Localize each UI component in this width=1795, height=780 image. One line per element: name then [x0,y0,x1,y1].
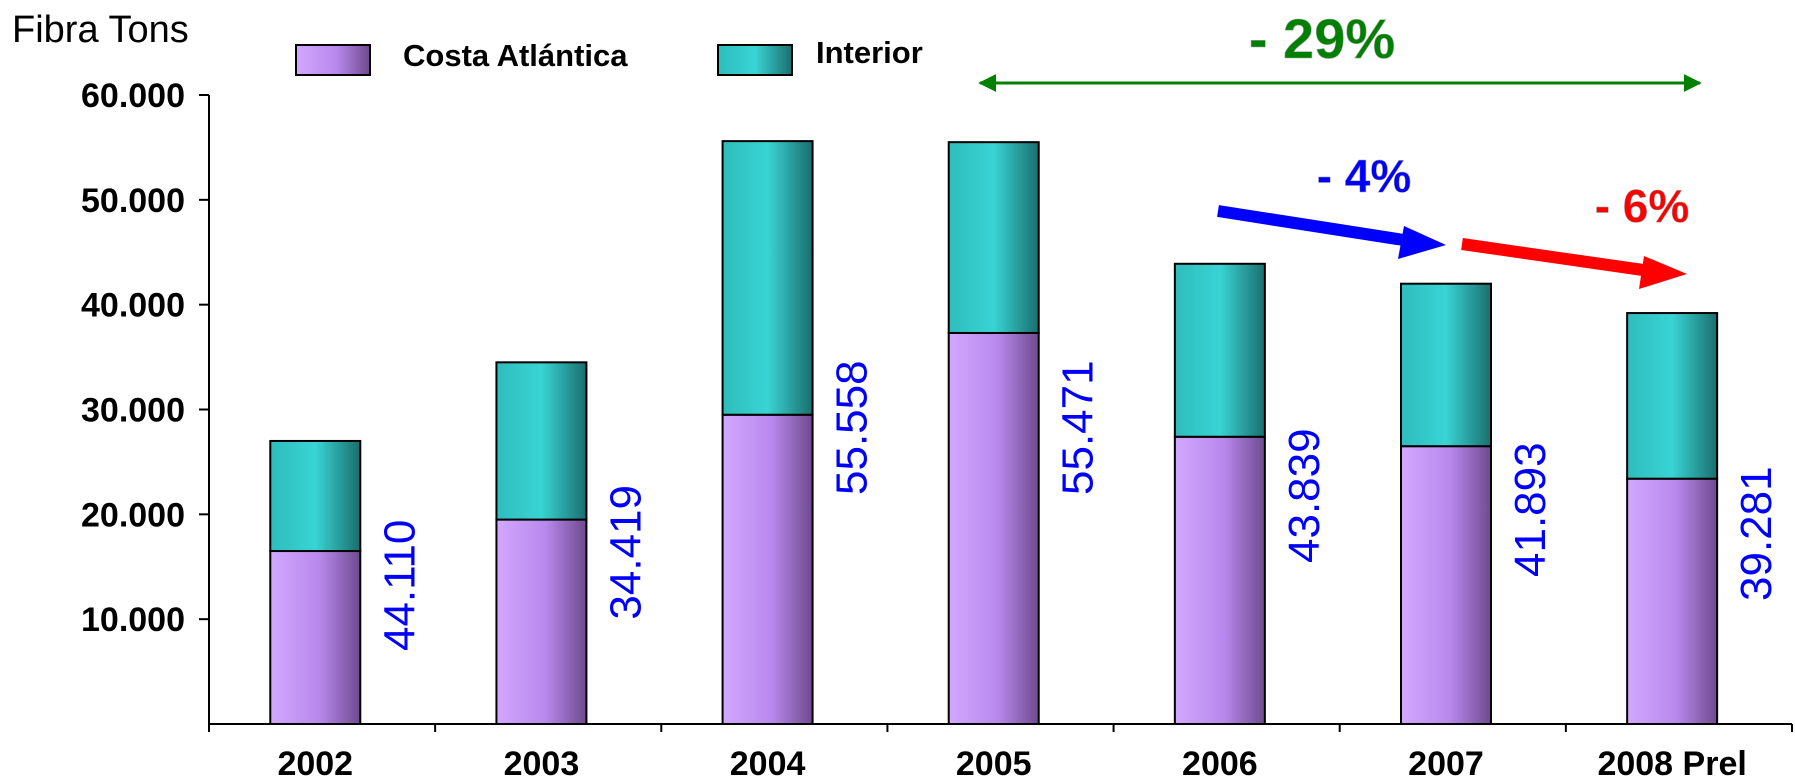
bar-segment-interior [1626,312,1719,480]
change-arrowhead-2006-2007 [1398,226,1446,259]
change-arrow-2006-2007 [1217,205,1411,247]
y-tick-label: 10.000 [81,601,185,639]
change-arrowhead-2007-2008 [1639,256,1687,289]
x-tick-label: 2006 [1182,745,1258,780]
bar-segment-costa-atlantica [269,550,362,726]
bar-segment-interior [269,439,362,553]
y-tick-label: 40.000 [81,287,185,325]
y-tick-label: 50.000 [81,182,185,220]
total-label: 41.893 [1506,442,1555,577]
bars [269,140,1719,726]
total-label: 55.558 [828,360,877,495]
x-tick-label: 2007 [1408,745,1484,780]
change-label-6: - 6% [1595,180,1690,232]
bar-segment-costa-atlantica [495,518,588,726]
x-tick-label: 2003 [504,745,580,780]
annotations: - 29% - 4% - 6% [978,7,1702,289]
y-ticks: 10.000 20.000 30.000 40.000 50.000 60.000 [81,77,209,639]
bar-segment-interior [1173,262,1266,438]
y-tick-label: 30.000 [81,392,185,430]
bar-segment-costa-atlantica [1173,435,1266,725]
total-label: 44.110 [375,520,424,651]
change-arrow-2007-2008 [1461,238,1651,277]
legend-swatch-interior [717,44,793,76]
y-axis-label: Fibra Tons [12,9,189,51]
y-tick-label: 60.000 [81,77,185,115]
total-label: 43.839 [1280,428,1329,563]
bar-segment-interior [721,140,814,416]
total-labels: 44.110 34.419 55.558 55.471 43.839 41.893 39.2… [375,360,1781,651]
y-tick-label: 20.000 [81,496,185,534]
x-tick-label: 2002 [277,745,353,780]
x-ticks: 2002 2003 2004 2005 2006 2007 2008 Prel [208,724,1793,780]
total-label: 55.471 [1054,360,1103,495]
legend-swatch-costa-atlantica [295,44,371,76]
change-label-29: - 29% [1249,7,1395,70]
bar-segment-interior [1400,282,1493,448]
legend: Costa Atlántica Interior [295,35,923,76]
x-tick-label: 2004 [730,745,806,780]
x-tick-label: 2008 Prel [1597,745,1746,780]
legend-label-costa-atlantica: Costa Atlántica [403,38,628,73]
total-label: 39.281 [1732,466,1781,601]
bar-segment-costa-atlantica [1400,445,1493,725]
bar-segment-costa-atlantica [721,413,814,725]
bar-segment-costa-atlantica [947,331,1040,725]
change-label-4: - 4% [1317,150,1412,202]
x-tick-label: 2005 [956,745,1032,780]
bar-segment-costa-atlantica [1626,477,1719,725]
bar-segment-interior [495,361,588,521]
legend-label-interior: Interior [816,35,923,70]
total-label: 34.419 [601,485,650,620]
bar-segment-interior [947,141,1040,334]
